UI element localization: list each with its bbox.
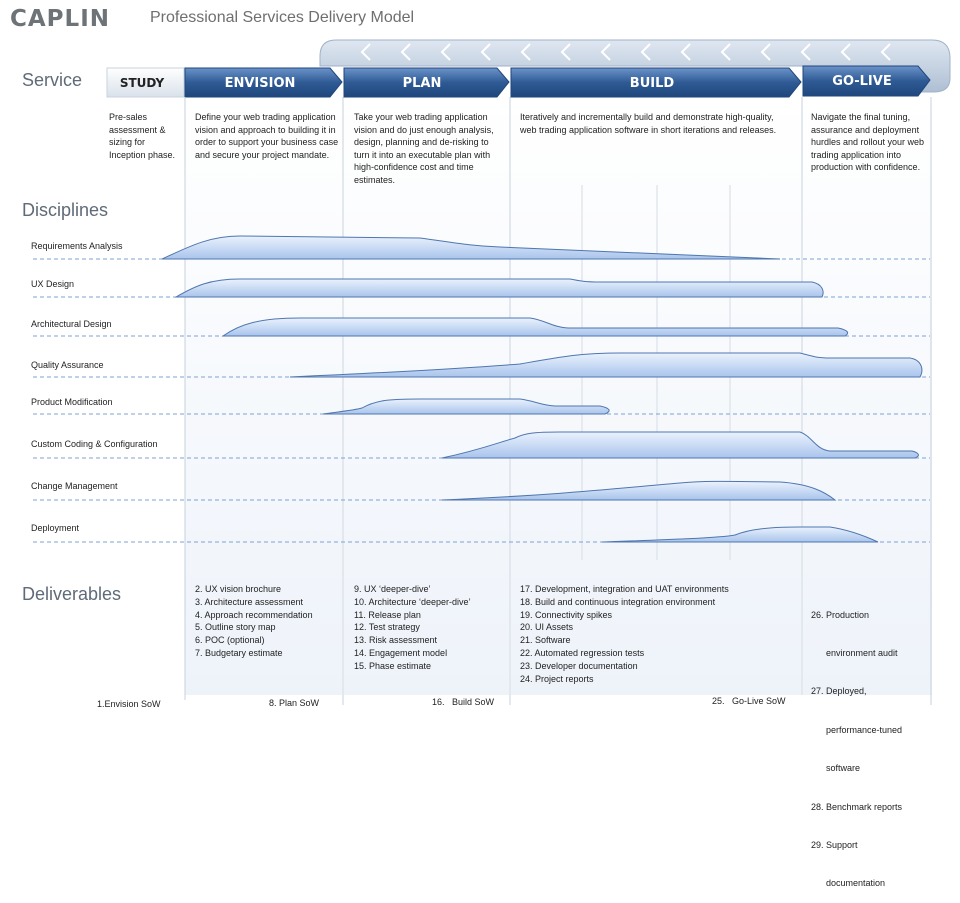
deliverable-item: performance-tuned [811, 724, 903, 735]
envision-deliverables: 2. UX vision brochure 3. Architecture as… [195, 583, 313, 660]
company-logo: CAPLIN [10, 6, 110, 32]
deliverable-item: 6. POC (optional) [195, 635, 265, 646]
discipline-label: Quality Assurance [31, 360, 104, 370]
deliverable-item: 2. UX vision brochure [195, 584, 282, 594]
band-architectural-design [221, 317, 849, 337]
golive-label: GO-LIVE [832, 74, 891, 89]
delivery-diagram: STUDY ENVISION PLAN BUILD GO-LIVE [33, 39, 951, 705]
sow-plan: 8. Plan SoW [269, 698, 320, 708]
envision-chevron: ENVISION [184, 67, 343, 98]
deliverable-item: 4. Approach recommendation [195, 609, 313, 620]
study-phase-box: STUDY [106, 67, 185, 98]
deliverable-item: 28. Benchmark reports [811, 801, 903, 812]
deliverable-item: documentation [811, 878, 886, 889]
band-product-modification [322, 398, 610, 415]
band-deployment [601, 526, 879, 543]
band-requirements-analysis [161, 235, 781, 260]
deliverable-item: 3. Architecture assessment [195, 596, 304, 607]
build-description: Iteratively and incrementally build and … [520, 112, 777, 135]
discipline-label: Change Management [31, 481, 118, 491]
deliverable-item: 24. Project reports [520, 673, 594, 684]
deliverable-item: 13. Risk assessment [354, 635, 438, 646]
golive-description: Navigate the final tuning, assurance and… [811, 112, 925, 172]
envision-label: ENVISION [225, 76, 296, 91]
build-column [511, 95, 801, 695]
plan-description: Take your web trading application vision… [354, 112, 494, 185]
sow-golive: 25. Go-Live SoW [712, 696, 786, 706]
discipline-label: Architectural Design [31, 319, 112, 329]
sow-build: 16. Build SoW [432, 697, 495, 707]
discipline-label: Custom Coding & Configuration [31, 439, 158, 449]
section-disciplines: Disciplines [22, 200, 109, 220]
discipline-label: Deployment [31, 523, 80, 533]
deliverable-item: 20. UI Assets [520, 622, 574, 633]
deliverable-item: 7. Budgetary estimate [195, 647, 283, 658]
plan-label: PLAN [403, 76, 442, 91]
build-deliverables: 17. Development, integration and UAT env… [520, 583, 729, 685]
deliverable-item: 21. Software [520, 635, 571, 646]
deliverable-item: 22. Automated regression tests [520, 647, 645, 658]
deliverable-item: 12. Test strategy [354, 622, 420, 633]
band-quality-assurance [289, 352, 923, 378]
deliverable-item: 26. Production [811, 609, 870, 620]
study-description: Pre-sales assessment & sizing for Incept… [109, 112, 176, 160]
sow-envision: 1.Envision SoW [97, 699, 161, 709]
iteration-loop [319, 39, 951, 93]
band-ux-design [174, 278, 824, 298]
discipline-label: Product Modification [31, 397, 113, 407]
deliverable-item: 9. UX ‘deeper-dive’ [354, 584, 431, 594]
build-label: BUILD [630, 76, 675, 91]
page-title: Professional Services Delivery Model [150, 9, 415, 26]
deliverable-item: 27. Deployed, [811, 686, 867, 697]
section-deliverables: Deliverables [22, 584, 122, 604]
envision-description: Define your web trading application visi… [195, 112, 339, 160]
deliverable-item: environment audit [811, 647, 898, 658]
band-change-management [441, 480, 837, 501]
plan-deliverables: 9. UX ‘deeper-dive’ 10. Architecture ‘de… [354, 583, 471, 673]
golive-chevron: GO-LIVE [802, 65, 931, 97]
deliverable-item: 29. Support [811, 839, 858, 850]
deliverable-item: 23. Developer documentation [520, 660, 638, 671]
deliverable-item: 18. Build and continuous integration env… [520, 596, 716, 607]
band-custom-coding [441, 431, 919, 459]
deliverable-item: 11. Release plan [354, 609, 421, 620]
deliverable-item: 19. Connectivity spikes [520, 609, 613, 620]
deliverable-item: 10. Architecture ‘deeper-dive’ [354, 596, 471, 607]
study-label: STUDY [120, 76, 165, 90]
build-chevron: BUILD [510, 67, 802, 98]
discipline-label: Requirements Analysis [31, 241, 123, 251]
golive-column [803, 95, 932, 695]
deliverable-item: 5. Outline story map [195, 622, 276, 633]
deliverable-item: 17. Development, integration and UAT env… [520, 584, 729, 594]
plan-column [344, 95, 509, 695]
golive-deliverables: 26. Production environment audit 27. Dep… [811, 583, 902, 903]
deliverable-item: 14. Engagement model [354, 647, 448, 658]
envision-column [185, 95, 342, 695]
discipline-label: UX Design [31, 279, 75, 289]
section-service: Service [22, 70, 83, 90]
deliverable-item: software [811, 763, 861, 774]
deliverable-item: 15. Phase estimate [354, 660, 432, 671]
plan-chevron: PLAN [343, 67, 510, 98]
